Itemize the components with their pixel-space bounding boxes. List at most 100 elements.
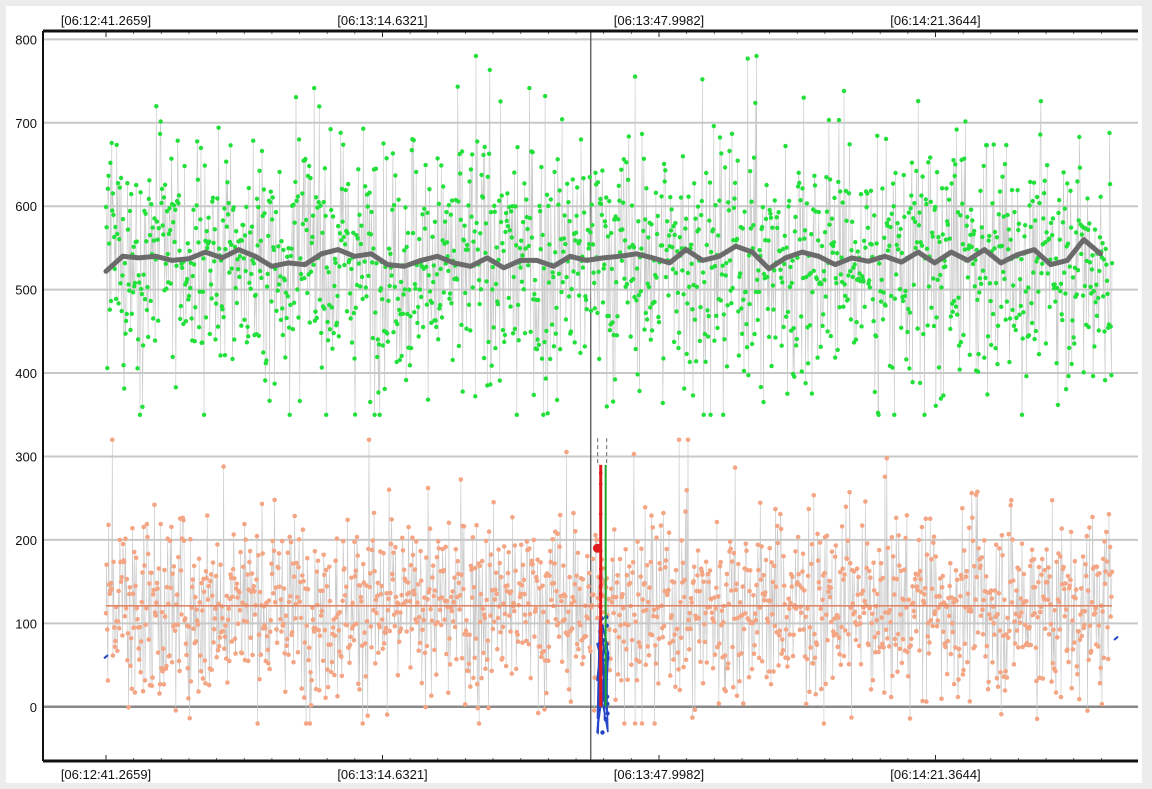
lower-point (832, 554, 838, 560)
upper-point (168, 228, 173, 233)
lower-point (310, 617, 316, 622)
lower-point (155, 650, 161, 655)
lower-point (419, 680, 425, 686)
upper-point (475, 139, 480, 144)
upper-point (719, 272, 725, 277)
marker-cluster (103, 438, 1119, 735)
upper-point (213, 337, 218, 342)
lower-point (538, 560, 543, 565)
lower-point (656, 636, 662, 641)
upper-point (125, 181, 130, 186)
upper-point (628, 334, 633, 339)
upper-point (391, 330, 396, 335)
lower-point (676, 437, 682, 443)
lower-point (145, 551, 151, 557)
upper-point (1109, 373, 1114, 378)
upper-point (166, 231, 172, 237)
upper-point (138, 190, 143, 195)
upper-point (1015, 188, 1020, 193)
lower-point (174, 592, 180, 597)
upper-point (246, 334, 251, 339)
lower-point (296, 565, 301, 570)
lower-point (327, 564, 332, 570)
upper-point (282, 278, 287, 283)
lower-point (918, 576, 923, 582)
lower-point (488, 613, 493, 618)
lower-point (939, 696, 944, 702)
upper-point (729, 131, 735, 136)
lower-point (803, 614, 808, 620)
upper-point (486, 339, 491, 345)
lower-point (224, 593, 230, 599)
upper-point (584, 307, 589, 312)
upper-point (693, 216, 698, 221)
upper-point (403, 205, 408, 210)
lower-point (483, 538, 489, 544)
upper-point (575, 271, 581, 276)
upper-point (845, 297, 850, 302)
upper-point (113, 224, 118, 230)
chart-svg[interactable]: 0100200300400500600700800[06:12:41.2659]… (6, 6, 1142, 783)
upper-point (352, 412, 358, 417)
lower-point (384, 712, 390, 717)
lower-point (400, 548, 406, 553)
upper-point (770, 283, 776, 288)
lower-point (618, 622, 623, 628)
upper-point (408, 345, 414, 351)
lower-point (778, 511, 783, 517)
lower-point (1061, 586, 1067, 592)
lower-point (740, 584, 745, 589)
upper-point (953, 304, 959, 309)
lower-point (258, 652, 264, 657)
upper-point (227, 270, 232, 275)
lower-point (835, 644, 840, 650)
upper-point (527, 85, 532, 91)
upper-point (1092, 227, 1098, 232)
lower-point (577, 586, 582, 592)
upper-point (969, 244, 974, 250)
lower-point (800, 551, 806, 557)
lower-point (751, 651, 757, 657)
lower-point (653, 661, 659, 666)
upper-point (500, 241, 505, 246)
upper-point (820, 323, 825, 329)
upper-point (574, 213, 579, 218)
upper-point (292, 220, 297, 225)
lower-point (366, 546, 371, 552)
upper-point (279, 239, 284, 244)
lower-point (950, 629, 956, 635)
upper-point (641, 228, 646, 234)
upper-point (822, 277, 827, 283)
upper-point (614, 280, 619, 285)
upper-point (520, 253, 525, 258)
upper-point (797, 237, 803, 242)
upper-point (112, 234, 117, 240)
upper-point (673, 220, 678, 226)
upper-point (814, 276, 820, 282)
lower-point (115, 648, 120, 654)
upper-point (752, 331, 757, 337)
lower-point (324, 584, 330, 589)
lower-point (997, 628, 1003, 633)
upper-point (196, 240, 201, 245)
upper-point (1047, 304, 1052, 310)
upper-point (244, 204, 249, 210)
upper-point (767, 207, 772, 213)
upper-point (1105, 291, 1110, 297)
upper-point (1079, 232, 1085, 237)
upper-point (185, 241, 190, 246)
lower-point (520, 562, 526, 568)
upper-point (871, 319, 876, 324)
upper-point (829, 216, 835, 221)
upper-point (355, 236, 360, 241)
lower-point (300, 527, 306, 532)
upper-point (592, 306, 597, 311)
lower-point (716, 701, 722, 706)
upper-point (810, 290, 815, 295)
lower-point (836, 635, 842, 641)
lower-point (917, 648, 922, 653)
lower-point (307, 721, 313, 726)
upper-point (537, 203, 542, 209)
upper-point (855, 249, 860, 254)
upper-point (564, 275, 569, 280)
